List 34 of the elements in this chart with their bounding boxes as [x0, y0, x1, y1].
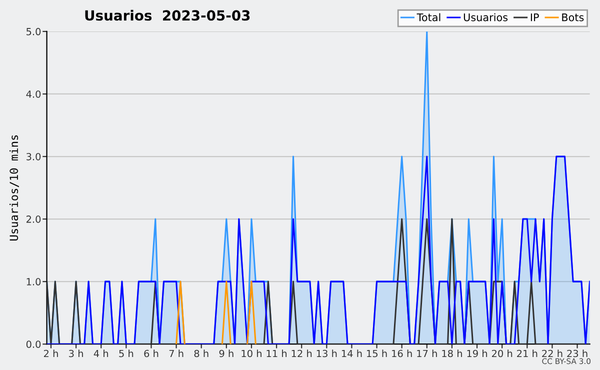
x-tick-label: 9 h — [219, 350, 234, 358]
x-tick-label: 20 h — [492, 350, 512, 358]
x-tick-label: 15 h — [367, 350, 387, 358]
y-tick-label: 5.0 — [26, 28, 41, 36]
x-tick-label: 14 h — [342, 350, 362, 358]
x-tick-label: 2 h — [44, 350, 58, 358]
legend-label: Bots — [562, 14, 584, 22]
x-tick-label: 10 h — [242, 350, 262, 358]
x-tick-label: 19 h — [467, 350, 488, 358]
y-tick-label: 3.0 — [26, 152, 41, 160]
y-tick-label: 0.0 — [26, 340, 41, 348]
y-tick-label: 1.0 — [26, 278, 41, 286]
legend-label: IP — [530, 14, 539, 22]
x-tick-label: 16 h — [392, 350, 412, 358]
x-tick-label: 6 h — [144, 350, 158, 358]
y-tick-label: 4.0 — [26, 90, 41, 98]
x-tick-label: 4 h — [94, 350, 108, 358]
x-tick-label: 18 h — [442, 350, 462, 358]
x-tick-label: 21 h — [517, 350, 538, 358]
x-tick-label: 8 h — [194, 350, 208, 358]
x-tick-label: 22 h — [542, 350, 562, 358]
legend-label: Usuarios — [464, 13, 508, 22]
y-tick-label: 2.0 — [26, 216, 41, 223]
x-tick-label: 3 h — [69, 350, 83, 358]
x-tick-label: 23 h — [567, 350, 588, 358]
x-tick-label: 5 h — [119, 350, 134, 358]
chart-title: Usuarios 2023-05-03 — [85, 10, 250, 21]
x-tick-label: 11 h — [266, 350, 287, 358]
y-axis-title: Usuarios/10 mins — [9, 135, 19, 240]
x-tick-label: 7 h — [169, 350, 184, 358]
x-tick-label: 17 h — [417, 350, 437, 358]
x-tick-label: 13 h — [316, 350, 337, 358]
legend-label: Total — [416, 13, 440, 22]
x-tick-label: 12 h — [292, 350, 312, 358]
